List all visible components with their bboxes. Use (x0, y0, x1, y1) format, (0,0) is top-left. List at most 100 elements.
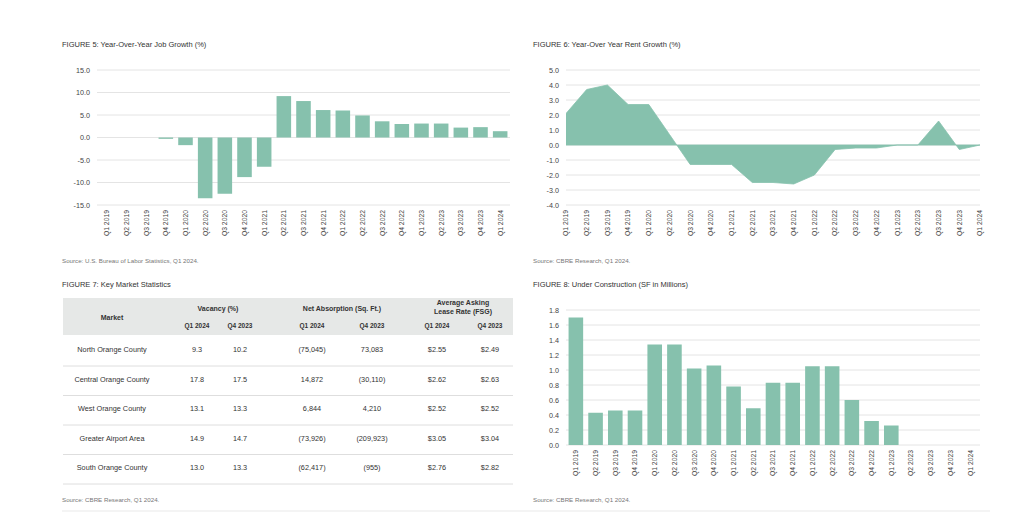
table-group-header: Vacancy (%) (198, 305, 239, 313)
chart-title: FIGURE 5: Year-Over-Year Job Growth (%) (62, 40, 207, 49)
x-tick-label: Q3 2021 (769, 210, 777, 236)
x-tick-label: Q2 2020 (671, 450, 679, 476)
bar (923, 445, 938, 446)
table-group-header: Lease Rate (FSG) (434, 308, 492, 316)
table-cell: 73,083 (361, 345, 383, 354)
bar (707, 366, 722, 446)
x-tick-label: Q4 2022 (398, 210, 406, 236)
x-tick-label: Q3 2020 (221, 210, 229, 236)
table-market: Greater Airport Area (80, 434, 146, 443)
x-tick-label: Q1 2022 (811, 210, 819, 236)
plot-marks (569, 318, 899, 446)
x-tick-label: Q3 2021 (769, 450, 777, 476)
table-cell: $2.63 (481, 375, 499, 384)
x-tick-label: Q4 2020 (707, 210, 715, 236)
x-tick-label: Q2 2021 (749, 210, 757, 236)
grid-line (97, 92, 510, 93)
x-tick-label: Q4 2019 (631, 450, 639, 476)
x-tick-label: Q2 2020 (666, 210, 674, 236)
grid-line (97, 205, 510, 206)
table-cell: 4,210 (363, 404, 381, 413)
y-tick-label: -3.0 (547, 186, 559, 195)
table-cell: (209,923) (356, 434, 387, 443)
table-cell: 14,872 (301, 375, 323, 384)
x-tick-label: Q2 2021 (280, 210, 288, 236)
table-period-header: Q1 2024 (300, 322, 325, 330)
table-cell: 14.9 (190, 434, 204, 443)
bar (355, 115, 370, 137)
x-tick-label: Q2 2019 (583, 210, 591, 236)
table-cell: $2.55 (428, 345, 446, 354)
y-tick-label: 1.2 (549, 351, 559, 360)
y-tick-label: -5.0 (78, 156, 90, 165)
bar (608, 411, 623, 446)
x-tick-label: Q4 2022 (873, 210, 881, 236)
y-tick-label: 0.2 (549, 426, 559, 435)
x-tick-label: Q1 2021 (261, 210, 269, 236)
table-market: West Orange County (78, 404, 146, 413)
grid-line (566, 355, 980, 356)
y-tick-label: 10.0 (76, 88, 90, 97)
table-market: Central Orange County (74, 375, 149, 384)
bar (119, 137, 134, 138)
x-tick-label: Q2 2021 (750, 450, 758, 476)
table-market: South Orange County (77, 463, 148, 472)
table-group-header: Average Asking (437, 299, 489, 307)
bar (864, 421, 879, 445)
x-tick-label: Q1 2019 (103, 210, 111, 236)
bar (473, 127, 488, 137)
grid-line (566, 370, 980, 371)
table-cell: (73,926) (298, 434, 325, 443)
grid-line (566, 70, 980, 71)
table-cell: $2.76 (428, 463, 446, 472)
table-cell: (75,045) (298, 345, 325, 354)
x-tick-label: Q1 2020 (645, 210, 653, 236)
bar (159, 138, 174, 139)
x-tick-label: Q4 2020 (241, 210, 249, 236)
x-tick-label: Q4 2021 (789, 450, 797, 476)
x-tick-label: Q1 2022 (809, 450, 817, 476)
table-header-bg (63, 298, 513, 335)
y-tick-label: 3.0 (549, 96, 559, 105)
bar (178, 138, 193, 146)
y-tick-label: 1.0 (549, 366, 559, 375)
bar (100, 137, 115, 138)
bar (493, 131, 508, 137)
x-tick-label: Q1 2019 (572, 450, 580, 476)
table-title: FIGURE 7: Key Market Statistics (62, 280, 171, 289)
bar (884, 426, 899, 446)
row-separator (63, 454, 513, 455)
x-tick-label: Q1 2021 (728, 210, 736, 236)
table-period-header: Q4 2023 (478, 322, 503, 330)
y-tick-label: 0.0 (549, 441, 559, 450)
table-cell: 13.3 (233, 463, 247, 472)
x-tick-label: Q1 2020 (182, 210, 190, 236)
bar (434, 124, 449, 138)
grid-line (566, 100, 980, 101)
grid-line (566, 325, 980, 326)
y-tick-label: 0.0 (549, 141, 559, 150)
y-tick-label: -1.0 (547, 156, 559, 165)
row-separator (63, 366, 513, 367)
bar (257, 138, 272, 167)
y-tick-label: 1.4 (549, 336, 559, 345)
x-tick-label: Q3 2020 (687, 210, 695, 236)
table-period-header: Q4 2023 (228, 322, 253, 330)
row-separator (63, 484, 513, 485)
page-rule (62, 511, 990, 512)
chart-title: FIGURE 8: Under Construction (SF in Mill… (533, 280, 689, 289)
table-period-header: Q1 2024 (425, 322, 450, 330)
table-cell: 14.7 (233, 434, 247, 443)
x-tick-label: Q4 2019 (624, 210, 632, 236)
table-cell: $3.05 (428, 434, 446, 443)
bar (726, 387, 741, 446)
table-cell: $2.62 (428, 375, 446, 384)
table-cell: 17.8 (190, 375, 204, 384)
source-note: Source: CBRE Research, Q1 2024. (533, 257, 631, 264)
y-tick-label: 5.0 (549, 66, 559, 75)
y-tick-label: 5.0 (80, 111, 90, 120)
x-tick-label: Q3 2022 (379, 210, 387, 236)
x-tick-label: Q4 2023 (477, 210, 485, 236)
x-tick-label: Q3 2022 (852, 210, 860, 236)
x-tick-label: Q4 2019 (162, 210, 170, 236)
